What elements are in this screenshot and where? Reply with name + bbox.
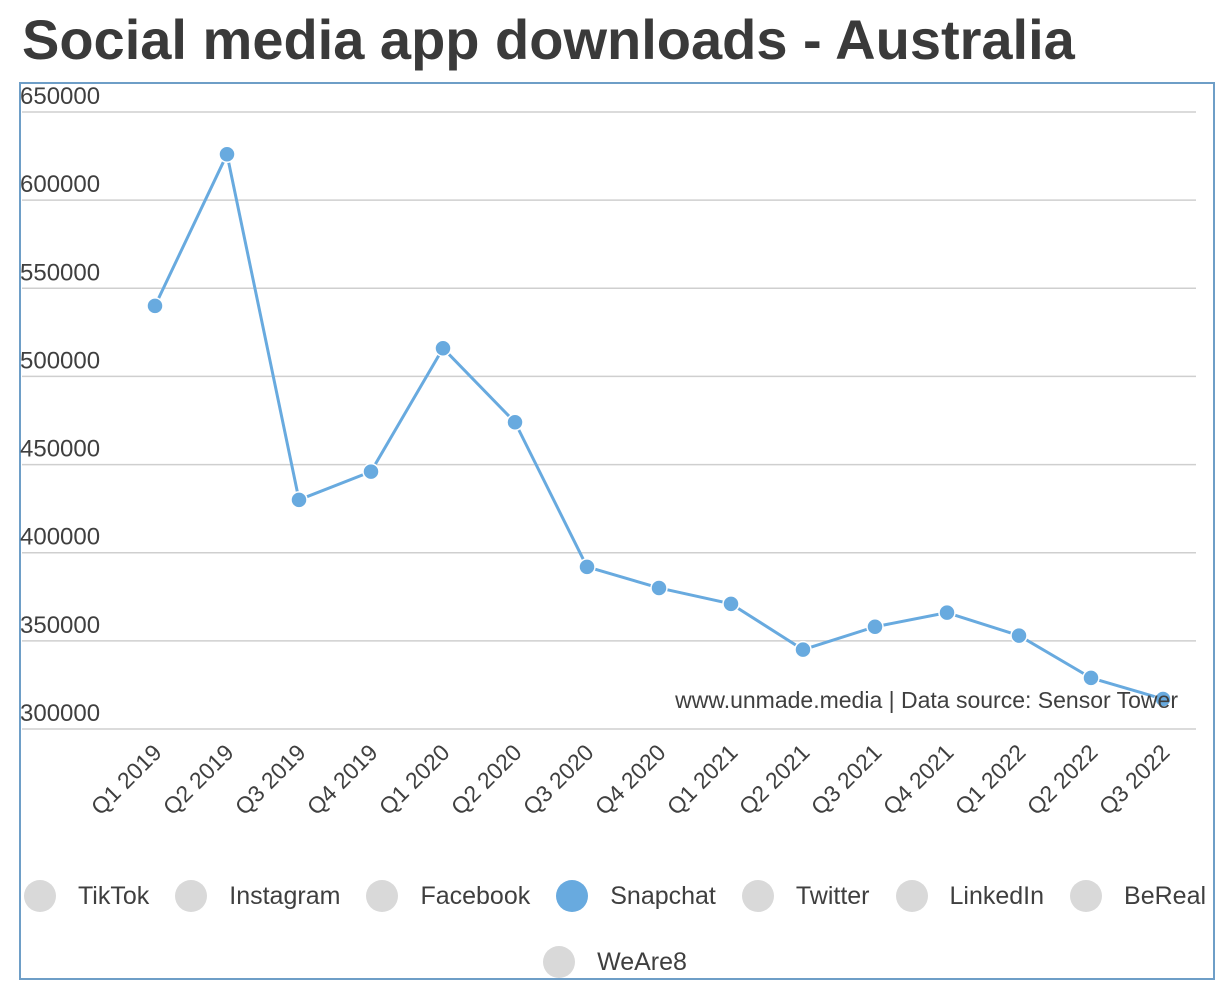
- legend-label: TikTok: [77, 881, 150, 910]
- y-tick-label: 300000: [20, 700, 100, 727]
- data-point[interactable]: [146, 297, 164, 315]
- legend-item-snapchat[interactable]: Snapchat: [556, 880, 716, 912]
- series-line: [153, 152, 1164, 701]
- data-point[interactable]: [218, 145, 236, 164]
- y-tick-label: 350000: [20, 612, 100, 639]
- y-tick-label: 650000: [20, 83, 100, 110]
- x-tick-label: Q2 2020: [446, 739, 527, 820]
- legend-marker-icon: [895, 880, 928, 912]
- x-tick-label: Q4 2019: [302, 739, 383, 820]
- legend-label: BeReal: [1124, 881, 1207, 910]
- legend-marker-icon: [175, 880, 208, 912]
- data-point[interactable]: [866, 618, 884, 636]
- series-snapchat: [146, 145, 1172, 708]
- legend-item-twitter[interactable]: Twitter: [741, 880, 870, 912]
- data-point[interactable]: [1082, 669, 1100, 687]
- data-point[interactable]: [290, 491, 308, 509]
- page-title: Social media app downloads - Australia: [22, 8, 1075, 71]
- y-tick-label: 550000: [20, 259, 100, 286]
- x-tick-label: Q3 2021: [806, 739, 887, 820]
- x-tick-label: Q3 2019: [230, 739, 311, 820]
- y-tick-label: 500000: [20, 347, 100, 374]
- data-point[interactable]: [650, 579, 668, 597]
- legend-label: Twitter: [795, 881, 870, 910]
- legend-marker-icon: [741, 880, 774, 912]
- legend-label: Facebook: [420, 881, 531, 910]
- legend-item-instagram[interactable]: Instagram: [175, 880, 340, 912]
- data-point[interactable]: [578, 558, 596, 576]
- data-point[interactable]: [434, 339, 452, 357]
- x-tick-label: Q2 2022: [1022, 739, 1103, 820]
- legend-label: Snapchat: [610, 881, 716, 910]
- legend-item-weare8[interactable]: WeAre8: [543, 946, 687, 978]
- legend-label: WeAre8: [597, 947, 687, 976]
- legend-overflow-row: WeAre8: [0, 946, 1230, 978]
- y-tick-label: 400000: [20, 524, 100, 551]
- x-tick-label: Q4 2021: [878, 739, 959, 820]
- x-tick-label: Q4 2020: [590, 739, 671, 820]
- y-tick-label: 450000: [20, 436, 100, 463]
- chart-frame: [19, 82, 1215, 980]
- grid-lines: [22, 111, 1196, 730]
- x-tick-label: Q1 2021: [662, 739, 743, 820]
- legend-item-linkedin[interactable]: LinkedIn: [895, 880, 1045, 912]
- data-point[interactable]: [794, 640, 812, 659]
- source-note: www.unmade.media | Data source: Sensor T…: [674, 687, 1178, 713]
- legend-marker-icon: [366, 880, 399, 912]
- legend-label: Instagram: [229, 881, 341, 910]
- legend-item-facebook[interactable]: Facebook: [366, 880, 530, 912]
- data-point[interactable]: [722, 595, 740, 613]
- data-point[interactable]: [938, 603, 956, 622]
- legend-item-bereal[interactable]: BeReal: [1070, 880, 1206, 912]
- legend: TikTok Instagram Facebook Snapchat Twitter Li…: [0, 880, 1230, 912]
- y-axis-tick-labels: 300000 350000 400000 450000 500000 550000 6000…: [20, 83, 100, 727]
- x-tick-label: Q1 2022: [950, 739, 1031, 820]
- legend-item-tiktok[interactable]: TikTok: [23, 880, 150, 912]
- x-tick-label: Q3 2020: [518, 739, 599, 820]
- x-tick-label: Q2 2019: [158, 739, 239, 820]
- x-tick-label: Q2 2021: [734, 739, 815, 820]
- data-point[interactable]: [1010, 626, 1028, 645]
- data-point[interactable]: [362, 462, 380, 481]
- y-tick-label: 600000: [20, 171, 100, 198]
- data-point[interactable]: [1154, 690, 1172, 708]
- legend-label: LinkedIn: [949, 881, 1045, 910]
- x-tick-label: Q3 2022: [1094, 739, 1175, 820]
- legend-marker-icon: [1070, 880, 1103, 912]
- x-tick-label: Q1 2020: [374, 739, 455, 820]
- data-point[interactable]: [506, 413, 524, 432]
- legend-marker-icon: [543, 946, 576, 978]
- legend-marker-icon: [556, 880, 589, 912]
- x-tick-label: Q1 2019: [86, 739, 167, 820]
- legend-marker-icon: [23, 880, 56, 912]
